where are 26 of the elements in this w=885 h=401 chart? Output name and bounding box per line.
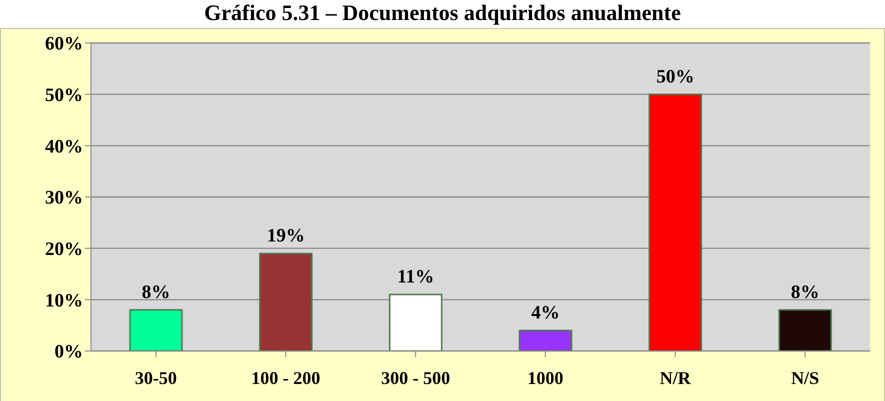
- bar: [259, 252, 313, 351]
- x-tick-label: 100 - 200: [251, 368, 320, 388]
- bar: [648, 94, 702, 351]
- data-label: 19%: [266, 225, 305, 246]
- y-tick-label: 20%: [45, 239, 83, 260]
- x-tick-label: N/R: [660, 368, 692, 388]
- bar: [778, 309, 832, 351]
- y-tick-label: 10%: [45, 290, 83, 312]
- data-label: 4%: [531, 302, 560, 324]
- x-tick-label: 1000: [527, 368, 564, 388]
- y-tick-label: 0%: [54, 342, 83, 363]
- data-label: 8%: [142, 282, 170, 303]
- x-tick-label: N/S: [791, 368, 820, 388]
- bar: [129, 309, 183, 351]
- x-tick-label: 300 - 500: [381, 368, 450, 388]
- bar: [518, 330, 572, 351]
- data-label: 8%: [790, 282, 820, 303]
- x-tick-label: 30-50: [134, 368, 177, 388]
- y-tick-label: 30%: [45, 188, 83, 209]
- y-tick-label: 60%: [45, 34, 83, 55]
- y-tick-label: 50%: [45, 85, 83, 106]
- y-tick-label: 40%: [45, 136, 83, 158]
- chart-title: Gráfico 5.31 – Documentos adquiridos anualmente: [203, 0, 682, 27]
- data-label: 11%: [397, 266, 434, 288]
- bar: [388, 294, 442, 351]
- data-label: 50%: [656, 66, 694, 88]
